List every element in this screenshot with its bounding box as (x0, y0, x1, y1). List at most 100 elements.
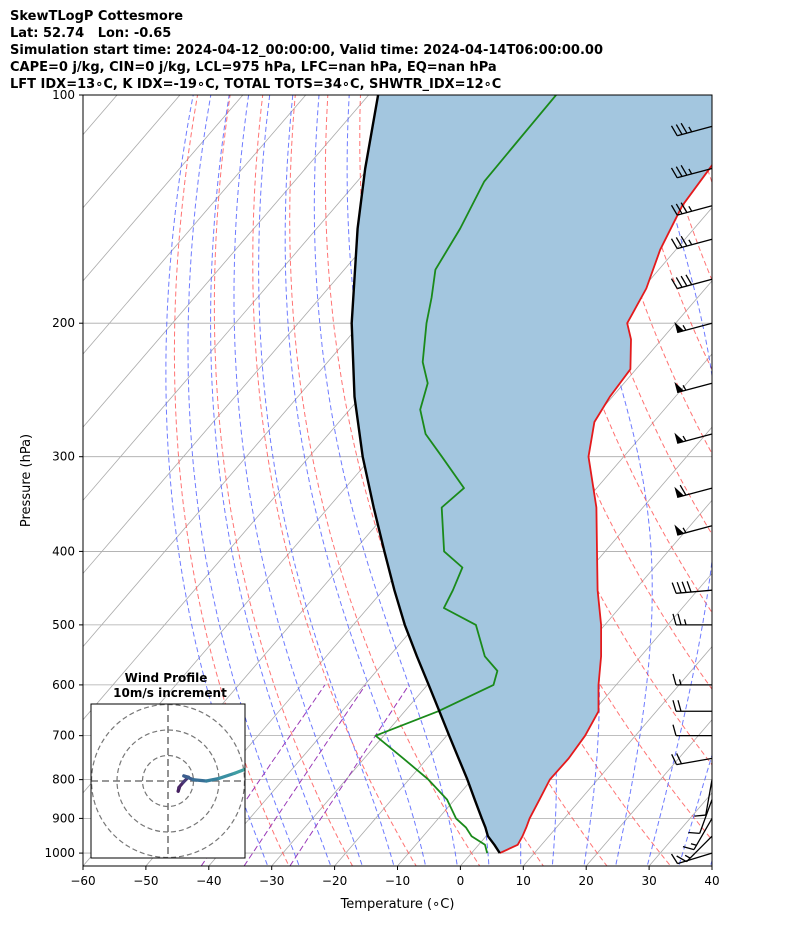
stability-indices: LFT IDX=13∘C, K IDX=-19∘C, TOTAL TOTS=34… (10, 77, 502, 92)
barb-full-feather (677, 613, 682, 626)
moist-adiabat-line (258, 95, 395, 866)
y-tick-label: 1000 (44, 846, 75, 860)
dewpoint-profile-line (374, 95, 557, 854)
barb-staff (677, 278, 713, 290)
wind-barb (670, 165, 713, 179)
dry-adiabat-line (289, 95, 481, 866)
dry-adiabat-line (653, 95, 712, 282)
hodograph-trace-segment (191, 778, 208, 783)
x-tick-label: 0 (457, 874, 465, 888)
wind-barb (672, 724, 712, 737)
dry-adiabat-line (748, 85, 794, 871)
mixing-ratio-line (289, 684, 410, 866)
barb-full-feather (680, 235, 688, 247)
hodograph-trace-segment (232, 767, 245, 775)
barb-pennant (674, 321, 684, 333)
barb-staff (693, 818, 713, 850)
barb-full-feather (675, 237, 683, 248)
simulation-times: Simulation start time: 2024-04-12_00:00:… (10, 43, 603, 58)
barb-half-feather (678, 679, 682, 686)
barb-staff (677, 125, 713, 137)
wind-barb (670, 235, 713, 250)
wind-barb (674, 432, 713, 444)
barb-half-feather (683, 619, 687, 626)
barb-full-feather (680, 122, 688, 134)
wind-barb (670, 274, 713, 290)
moist-adiabat-line (678, 753, 712, 866)
barb-staff (677, 433, 713, 444)
moist-adiabat-line (210, 95, 332, 866)
y-tick-label: 400 (52, 544, 75, 558)
barb-full-feather (686, 581, 692, 593)
hodograph-trace-segment (204, 776, 221, 783)
moist-adiabat-line (709, 859, 712, 866)
dry-adiabat-line (324, 95, 545, 866)
wind-barb (674, 381, 713, 394)
x-axis-label: Temperature (∘C) (340, 897, 455, 912)
hodograph-trace-segment (182, 774, 196, 782)
barb-half-feather (682, 527, 687, 534)
isotherm-line (522, 645, 712, 866)
isotherm-line (83, 95, 244, 282)
isotherm-line (83, 95, 369, 428)
barb-pennant (674, 486, 684, 498)
barb-full-feather (675, 166, 683, 177)
y-tick-label: 800 (52, 773, 75, 787)
y-tick-label: 900 (52, 811, 75, 825)
barb-full-feather (672, 700, 677, 712)
barb-staff (676, 589, 713, 594)
barb-staff (677, 852, 713, 865)
barb-half-feather (688, 126, 693, 133)
negative-area-shading (351, 95, 712, 854)
barb-full-feather (676, 753, 683, 765)
barb-half-feather (688, 205, 693, 212)
wind-barb (688, 799, 713, 835)
barb-half-feather (682, 435, 687, 442)
barb-pennant (674, 524, 684, 536)
isotherm-line (83, 95, 307, 355)
barb-half-feather (688, 168, 693, 175)
moist-adiabat-line (284, 95, 427, 866)
x-tick-label: 40 (704, 874, 719, 888)
hodograph-title: Wind Profile (125, 671, 208, 685)
barb-full-feather (670, 238, 678, 249)
hodograph-plot (91, 704, 245, 858)
barb-staff (705, 779, 713, 816)
wind-barb (694, 779, 713, 817)
barb-full-feather (682, 846, 695, 851)
barb-full-feather (677, 700, 682, 712)
dry-adiabat-line (781, 85, 794, 871)
barb-full-feather (670, 278, 678, 289)
barb-full-feather (670, 204, 678, 216)
barb-staff (686, 835, 713, 863)
barb-pennant (674, 432, 684, 444)
chart-header: SkewTLogP Cottesmore Lat: 52.74 Lon: -0.… (10, 8, 603, 93)
barb-half-feather (684, 854, 691, 859)
x-tick-label: −50 (133, 874, 158, 888)
barb-full-feather (680, 165, 688, 176)
barb-staff (677, 205, 713, 216)
hodograph-trace-segment (217, 771, 236, 781)
wind-barb (682, 818, 713, 851)
barb-staff (677, 167, 713, 179)
wind-barb (672, 613, 712, 626)
wind-barb (672, 673, 712, 686)
moist-adiabat-line (165, 95, 269, 866)
barb-staff (676, 757, 713, 766)
barb-full-feather (671, 754, 678, 765)
wind-barb (670, 202, 713, 216)
barb-full-feather (675, 203, 683, 215)
y-axis-label: Pressure (hPa) (19, 434, 34, 527)
barb-half-feather (682, 324, 687, 331)
wind-barb (674, 321, 713, 334)
barb-full-feather (675, 124, 683, 135)
hodograph-trace-segment (242, 767, 245, 772)
isotherm-line (585, 719, 712, 866)
isotherm-line (334, 426, 712, 866)
y-tick-label: 200 (52, 316, 75, 330)
wind-barb (671, 581, 713, 594)
barb-pennant (674, 381, 684, 393)
wind-barb (670, 852, 713, 865)
dry-adiabat-line (716, 85, 794, 871)
